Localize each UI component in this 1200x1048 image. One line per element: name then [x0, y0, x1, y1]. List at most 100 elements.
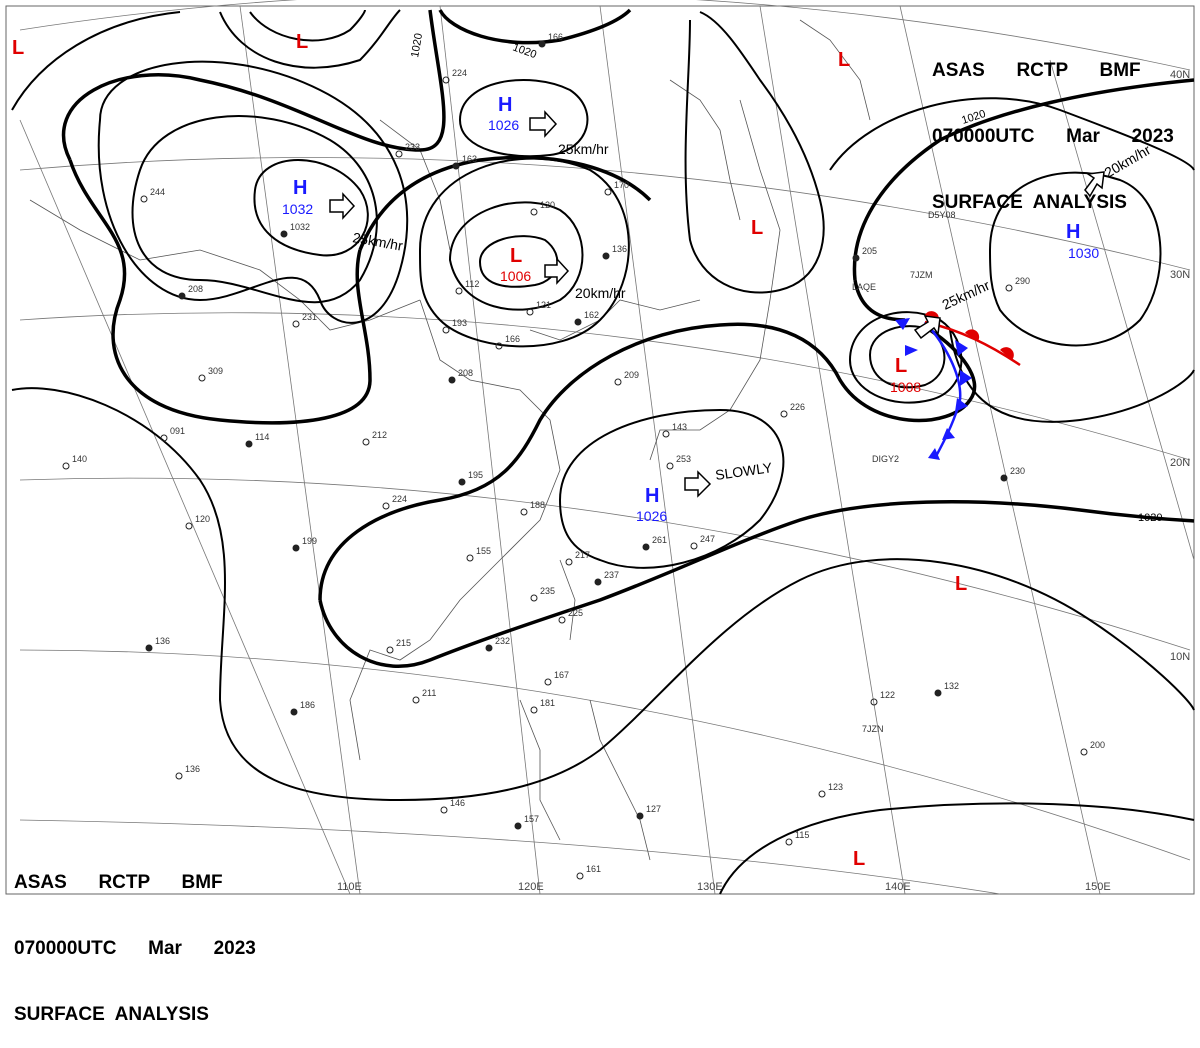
high-value-3: 1026 — [636, 508, 667, 524]
station-marker — [175, 772, 183, 780]
station-marker — [780, 410, 788, 418]
station-reading: 157 — [524, 814, 539, 824]
longitude-grid — [19, 5, 1195, 895]
header-bottom-line3: SURFACE ANALYSIS — [14, 1004, 209, 1025]
lon-label-150e: 150E — [1085, 881, 1111, 893]
station-marker — [185, 522, 193, 530]
station-reading: 232 — [495, 636, 510, 646]
station-marker — [636, 812, 644, 820]
low-value-2: 1008 — [890, 379, 921, 395]
cold-front — [924, 321, 972, 460]
station-marker — [538, 40, 546, 48]
station-marker — [198, 374, 206, 382]
station-marker — [852, 254, 860, 262]
station-marker — [458, 478, 466, 486]
high-center-4: H — [1066, 221, 1080, 243]
station-plots: 166 224 233 163 170 120 136 112 121 162 193 166 208 2… — [62, 32, 1105, 880]
header-bottom: ASAS RCTP BMF 070000UTC Mar 2023 SURFACE… — [14, 828, 256, 1048]
motion-label-1: 25km/hr — [558, 141, 609, 157]
station-id: 7JZN — [862, 724, 884, 734]
station-reading: 188 — [530, 500, 545, 510]
station-marker — [442, 326, 450, 334]
motion-label-5: 25km/hr — [940, 277, 993, 313]
lat-label-20n: 20N — [1170, 457, 1190, 469]
station-marker — [544, 678, 552, 686]
station-reading: 161 — [586, 864, 601, 874]
station-marker — [818, 790, 826, 798]
station-marker — [485, 644, 493, 652]
motion-label-3: 20km/hr — [575, 285, 626, 301]
station-reading: 166 — [505, 334, 520, 344]
header-bottom-line2: 070000UTC Mar 2023 — [14, 938, 256, 959]
station-reading: 112 — [465, 279, 479, 289]
station-reading: 212 — [372, 430, 387, 440]
isobars-thin — [11, 9, 1195, 895]
station-reading: 309 — [208, 366, 223, 376]
low-value-1: 1006 — [500, 268, 531, 284]
station-marker — [442, 76, 450, 84]
station-marker — [602, 252, 610, 260]
station-reading: 290 — [1015, 276, 1030, 286]
station-marker — [412, 696, 420, 704]
motion-label-4: SLOWLY — [714, 459, 774, 483]
station-reading: 140 — [72, 454, 87, 464]
station-marker — [594, 578, 602, 586]
contour-label-1020-b: 1020 — [511, 42, 538, 62]
station-reading: 163 — [462, 154, 477, 164]
station-reading: 146 — [450, 798, 465, 808]
low-center-extra-1: L — [12, 37, 24, 59]
station-marker — [934, 689, 942, 697]
station-reading: 200 — [1090, 740, 1105, 750]
station-reading: 167 — [554, 670, 569, 680]
lat-label-10n: 10N — [1170, 651, 1190, 663]
station-reading: 224 — [452, 68, 467, 78]
station-marker — [448, 376, 456, 384]
lon-label-140e: 140E — [885, 881, 911, 893]
station-marker — [614, 378, 622, 386]
station-reading: 199 — [302, 536, 317, 546]
station-marker — [666, 462, 674, 470]
motion-arrows — [329, 110, 1105, 498]
station-marker — [145, 644, 153, 652]
station-reading: 195 — [468, 470, 483, 480]
station-marker — [514, 822, 522, 830]
station-reading: 235 — [540, 586, 555, 596]
station-reading: 226 — [790, 402, 805, 412]
station-reading: 231 — [302, 312, 317, 322]
station-reading: 136 — [612, 244, 627, 254]
header-top-line1: ASAS RCTP BMF — [932, 60, 1141, 81]
station-id: LAQE — [852, 282, 876, 292]
contour-label-1020-a: 1020 — [409, 32, 425, 58]
high-value-4: 1030 — [1068, 245, 1099, 261]
station-reading: 261 — [652, 535, 667, 545]
lon-label-130e: 130E — [697, 881, 723, 893]
station-marker — [280, 230, 288, 238]
station-reading: 181 — [540, 698, 555, 708]
station-marker — [662, 430, 670, 438]
station-marker — [530, 208, 538, 216]
header-bottom-line1: ASAS RCTP BMF — [14, 872, 223, 893]
high-value-2: 1032 — [282, 201, 313, 217]
station-marker — [140, 195, 148, 203]
high-value-1: 1026 — [488, 117, 519, 133]
low-center-extra-6: L — [853, 848, 865, 870]
station-marker — [440, 806, 448, 814]
station-marker — [530, 706, 538, 714]
high-center-1: H — [498, 94, 512, 116]
station-marker — [1000, 474, 1008, 482]
station-reading: 136 — [155, 636, 170, 646]
station-reading: 120 — [195, 514, 210, 524]
station-marker — [576, 872, 584, 880]
station-marker — [466, 554, 474, 562]
station-reading: 225 — [568, 608, 583, 618]
station-reading: 121 — [536, 300, 551, 310]
station-reading: 233 — [405, 142, 420, 152]
station-reading: 123 — [828, 782, 843, 792]
station-marker — [565, 558, 573, 566]
station-reading: 186 — [300, 700, 315, 710]
station-reading: 247 — [700, 534, 715, 544]
low-center-1: L — [510, 245, 522, 267]
station-marker — [495, 342, 503, 350]
station-reading: 170 — [614, 180, 629, 190]
station-id: D5Y08 — [928, 210, 956, 220]
